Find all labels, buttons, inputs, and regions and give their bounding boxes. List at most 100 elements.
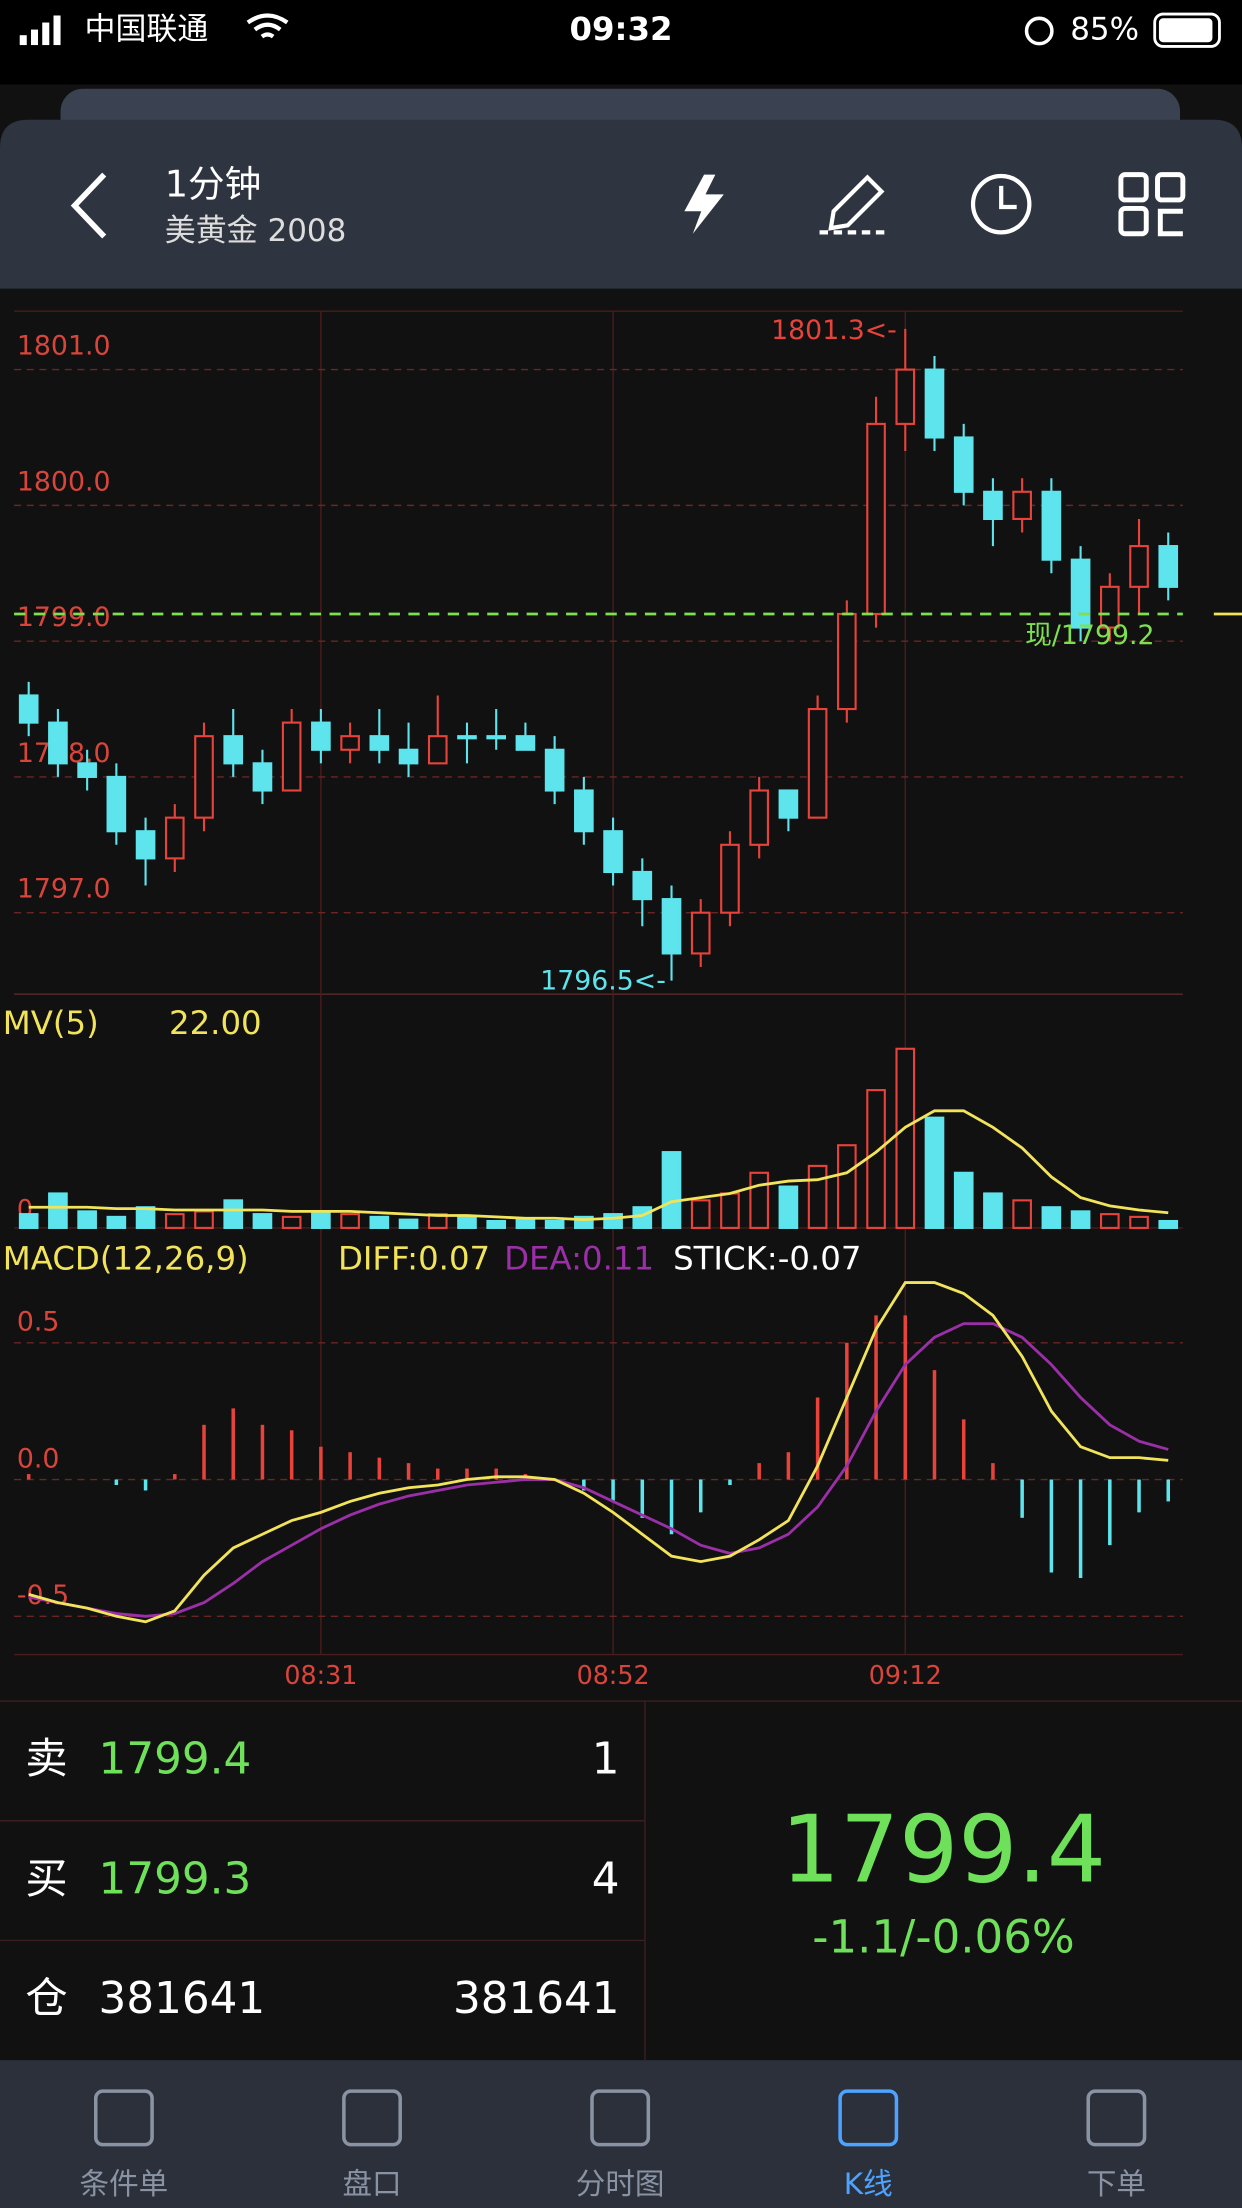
volume-bar — [398, 1218, 419, 1229]
volume-bar — [1129, 1215, 1149, 1229]
volume-bar — [515, 1218, 536, 1229]
draw-icon[interactable] — [819, 174, 885, 235]
candle-body — [1012, 490, 1032, 520]
volume-bar — [632, 1206, 653, 1229]
candle-body — [720, 843, 740, 914]
candle-body — [983, 490, 1003, 520]
tab-bar — [0, 2060, 1242, 2208]
candle-body — [837, 612, 857, 711]
wifi-icon — [246, 13, 289, 39]
signal-icon — [19, 15, 61, 46]
volume-bar — [252, 1213, 273, 1229]
volume-bar — [164, 1213, 185, 1229]
macd-title: MACD(12,26,9) — [3, 1239, 249, 1277]
clock: 09:32 — [569, 10, 672, 48]
candle-body — [48, 721, 68, 765]
y-tick-label: 1799.0 — [17, 602, 111, 633]
volume-bar — [953, 1171, 974, 1229]
volume-bar — [135, 1206, 156, 1229]
row-price: 1799.4 — [99, 1734, 252, 1785]
candle-body — [1129, 545, 1149, 588]
flash-icon[interactable] — [684, 174, 724, 234]
candle-body — [1158, 545, 1179, 588]
tab-icon[interactable] — [1086, 2089, 1147, 2147]
history-icon[interactable] — [970, 173, 1032, 235]
volume-bar — [574, 1215, 594, 1229]
candle-body — [164, 816, 185, 860]
x-tick-label: 08:31 — [284, 1660, 357, 1690]
candle-body — [398, 748, 419, 765]
period-title: 1分钟 — [165, 162, 262, 205]
volume-readout: 22.00 — [169, 1004, 262, 1042]
volume-ma-line — [28, 1109, 1169, 1222]
y-tick-label: 0.5 — [17, 1307, 60, 1338]
diff-line — [28, 1281, 1169, 1624]
last-price: 1799.4 — [781, 1795, 1106, 1903]
volume-bar — [457, 1215, 477, 1229]
tab-label[interactable]: 条件单 — [80, 2167, 169, 2201]
tab-icon[interactable] — [342, 2089, 402, 2147]
volume-bar — [194, 1210, 214, 1229]
carrier: 中国联通 — [84, 11, 208, 47]
candle-body — [895, 368, 916, 425]
candle-body — [1070, 558, 1091, 629]
volume-bar — [661, 1151, 682, 1229]
volume-title: MV(5) — [3, 1004, 99, 1042]
candle-body — [135, 830, 156, 860]
candle-body — [340, 735, 360, 751]
tab-label[interactable]: K线 — [844, 2167, 893, 2201]
volume-bar — [340, 1213, 360, 1229]
candle-body — [1041, 490, 1062, 561]
macd-readout: DIFF:0.07 — [338, 1239, 490, 1277]
volume-bar — [1158, 1219, 1179, 1229]
candle-body — [866, 422, 886, 616]
volume-bar — [486, 1219, 507, 1229]
tab-icon[interactable] — [838, 2089, 899, 2147]
y-tick-label: 1797.0 — [17, 874, 111, 905]
volume-bar — [807, 1164, 828, 1229]
candle-body — [544, 748, 565, 792]
volume-bar — [895, 1047, 916, 1229]
y-tick-label: 1801.0 — [17, 331, 111, 362]
price-change: -1.1/-0.06% — [812, 1910, 1074, 1963]
candle-body — [311, 721, 331, 751]
volume-bar — [1099, 1213, 1120, 1229]
volume-bar — [603, 1213, 623, 1229]
row-qty: 381641 — [453, 1973, 620, 2024]
tab-label[interactable]: 下单 — [1087, 2167, 1146, 2201]
candle-body — [18, 694, 39, 724]
candle-body — [77, 762, 97, 778]
row-label: 仓 — [25, 1973, 67, 2022]
tab-label[interactable]: 分时图 — [576, 2167, 665, 2201]
tab-icon[interactable] — [590, 2089, 651, 2147]
candle-body — [778, 789, 799, 819]
tab-label[interactable]: 盘口 — [342, 2167, 401, 2201]
candle-body — [427, 735, 448, 765]
menu-icon[interactable] — [1118, 172, 1186, 237]
volume-bar — [983, 1192, 1003, 1229]
row-qty: 4 — [592, 1853, 620, 1904]
candle-body — [749, 789, 769, 846]
battery-icon — [1153, 12, 1221, 48]
volume-bar — [311, 1210, 331, 1229]
low-annotation: 1796.5<- — [540, 965, 666, 996]
candle-body — [281, 721, 302, 792]
row-price: 381641 — [99, 1973, 266, 2024]
candle-body — [924, 368, 945, 439]
x-tick-label: 09:12 — [869, 1660, 942, 1690]
tab-icon[interactable] — [93, 2089, 154, 2147]
y-tick-label: -0.5 — [17, 1580, 69, 1611]
volume-bar — [77, 1210, 97, 1229]
volume-bar — [720, 1192, 740, 1229]
volume-bar — [544, 1219, 565, 1229]
volume-bar — [924, 1116, 945, 1229]
volume-bar — [1041, 1206, 1062, 1229]
row-price: 1799.3 — [99, 1853, 252, 1904]
volume-bar — [281, 1215, 302, 1229]
volume-bar — [749, 1171, 769, 1229]
candle-body — [223, 735, 244, 765]
back-button[interactable] — [70, 172, 107, 239]
candle-body — [603, 830, 623, 874]
